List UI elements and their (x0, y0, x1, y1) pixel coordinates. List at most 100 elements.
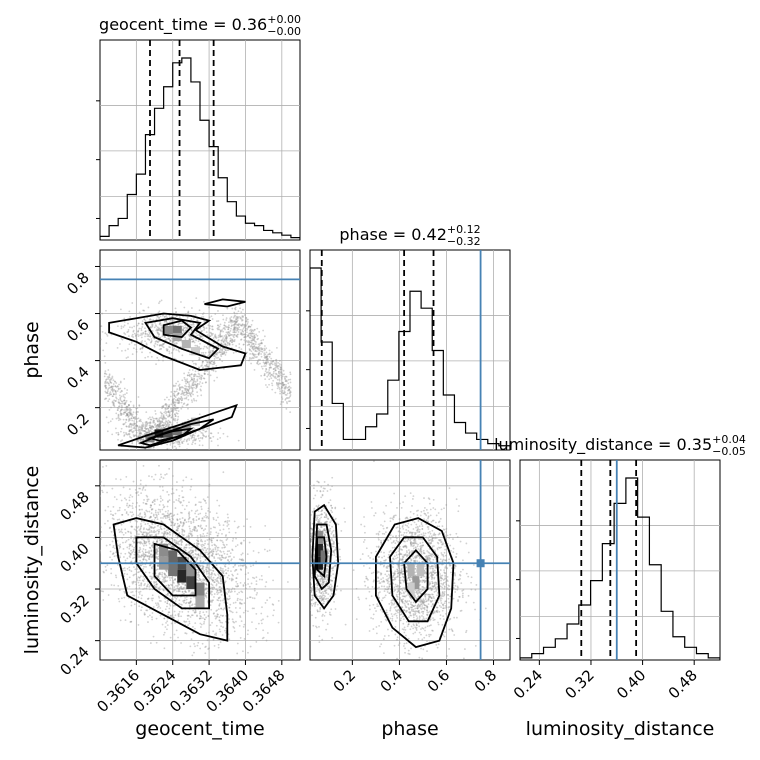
sample-point (164, 626, 167, 628)
sample-point (223, 348, 226, 350)
sample-point (154, 509, 157, 512)
sample-point (157, 595, 160, 598)
sample-point (228, 343, 231, 346)
sample-point (220, 349, 223, 351)
sample-point (149, 426, 152, 428)
sample-point (133, 332, 136, 335)
sample-point (225, 543, 228, 546)
sample-point (234, 320, 237, 323)
panel-luminosity_distance-vs-geocent_time (100, 460, 300, 660)
sample-point (250, 339, 253, 342)
sample-point (240, 558, 243, 561)
sample-point (135, 506, 137, 508)
sample-point (244, 324, 246, 327)
sample-point (257, 363, 260, 366)
sample-point (139, 334, 142, 337)
sample-point (254, 353, 257, 356)
sample-point (149, 427, 151, 429)
sample-point (162, 534, 165, 537)
sample-point (265, 639, 268, 642)
sample-point (266, 599, 269, 602)
sample-point (121, 439, 124, 442)
sample-point (260, 353, 263, 355)
sample-point (240, 332, 243, 335)
sample-point (195, 387, 197, 390)
sample-point (210, 569, 212, 572)
sample-point (251, 343, 253, 346)
sample-point (186, 374, 189, 377)
sample-point (240, 620, 243, 623)
sample-point (147, 540, 150, 543)
sample-point (282, 383, 285, 386)
sample-point (165, 402, 167, 405)
sample-point (164, 421, 167, 424)
sample-point (206, 563, 209, 566)
sample-point (208, 316, 211, 319)
sample-point (128, 569, 131, 572)
sample-point (131, 502, 134, 505)
sample-point (188, 622, 191, 625)
density-cell (154, 429, 164, 438)
sample-point (151, 324, 154, 327)
sample-point (131, 525, 134, 528)
sample-point (132, 417, 135, 420)
sample-point (272, 359, 275, 362)
sample-point (227, 574, 230, 577)
sample-point (144, 600, 147, 603)
sample-point (217, 557, 220, 559)
sample-point (149, 325, 152, 328)
sample-point (138, 591, 141, 594)
sample-point (200, 538, 203, 541)
sample-point (253, 369, 256, 371)
sample-point (215, 634, 218, 636)
sample-point (209, 551, 212, 554)
sample-point (155, 557, 158, 559)
sample-point (164, 403, 167, 406)
sample-point (232, 324, 235, 327)
sample-point (205, 435, 208, 438)
sample-point (135, 530, 138, 533)
sample-point (235, 321, 238, 323)
sample-point (205, 616, 208, 619)
sample-point (191, 434, 194, 437)
sample-point (206, 334, 209, 337)
sample-point (251, 332, 254, 335)
sample-point (232, 331, 235, 334)
sample-point (230, 579, 233, 582)
sample-point (143, 540, 146, 543)
sample-point (199, 335, 202, 338)
sample-point (232, 316, 235, 319)
sample-point (116, 390, 119, 392)
sample-point (151, 416, 154, 419)
sample-point (191, 528, 194, 531)
sample-point (127, 415, 130, 418)
sample-point (257, 347, 260, 350)
sample-point (190, 535, 193, 537)
sample-point (247, 335, 250, 337)
sample-point (168, 603, 171, 606)
sample-point (153, 585, 156, 587)
sample-point (256, 361, 259, 364)
sample-point (225, 333, 227, 336)
sample-point (192, 517, 195, 520)
sample-point (206, 587, 209, 590)
sample-point (154, 342, 157, 345)
sample-point (177, 615, 180, 618)
sample-point (130, 436, 133, 439)
sample-point (267, 353, 269, 356)
sample-point (134, 535, 136, 537)
sample-point (142, 552, 145, 554)
sample-point (141, 516, 143, 518)
sample-point (224, 328, 226, 331)
sample-point (208, 483, 211, 486)
sample-point (133, 537, 136, 539)
sample-point (146, 551, 149, 554)
sample-point (214, 313, 217, 315)
sample-point (157, 563, 160, 566)
sample-point (281, 381, 284, 384)
sample-point (190, 330, 193, 332)
sample-point (122, 533, 125, 536)
sample-point (144, 427, 146, 429)
sample-point (185, 397, 188, 400)
sample-point (159, 420, 162, 423)
